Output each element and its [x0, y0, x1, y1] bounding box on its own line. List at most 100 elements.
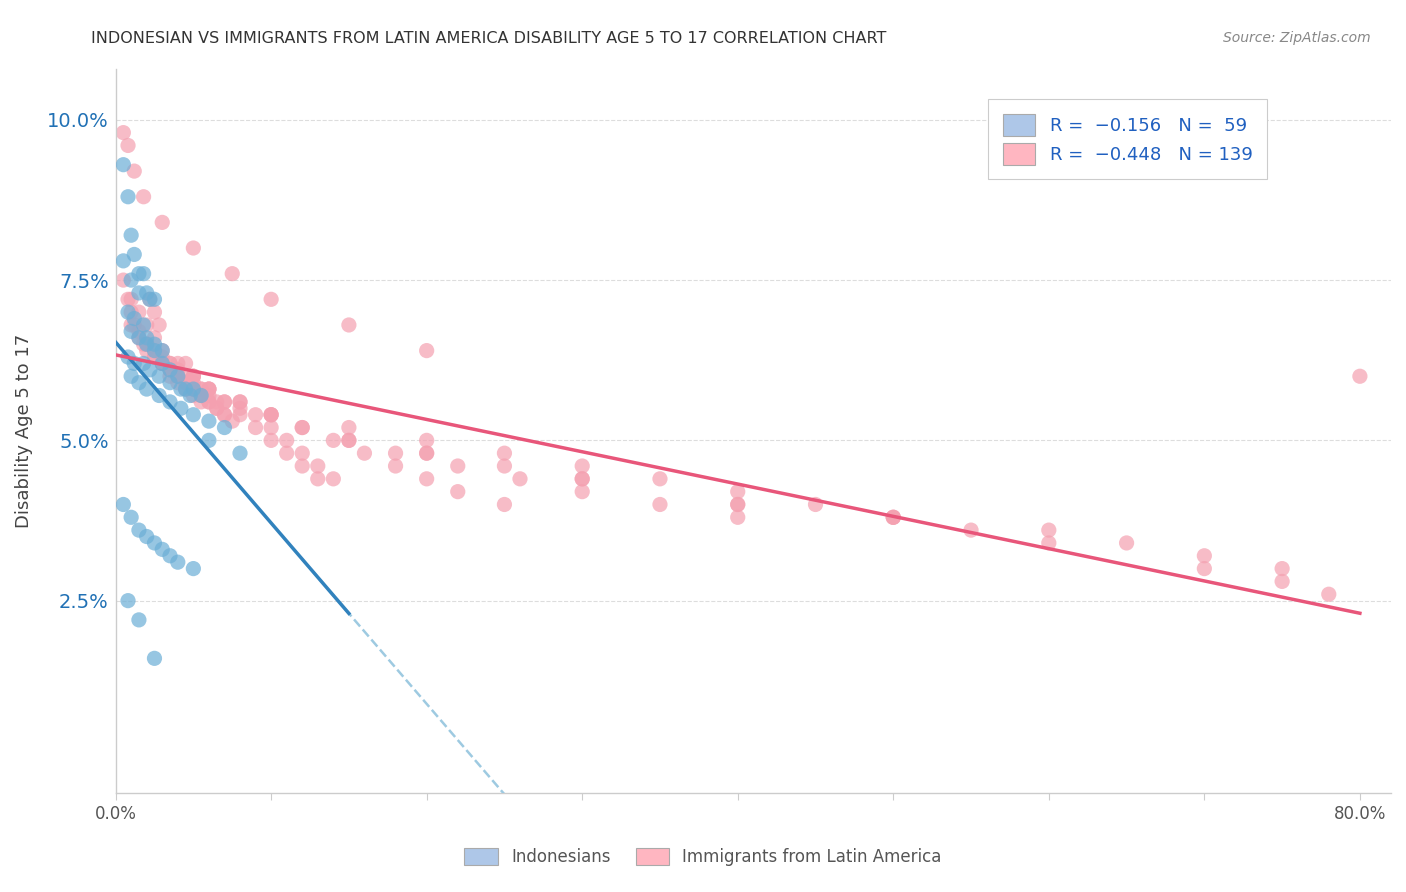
Point [190, 388, 212, 402]
Point [322, 472, 344, 486]
Y-axis label: Disability Age 5 to 17: Disability Age 5 to 17 [15, 334, 32, 528]
Point [245, 408, 267, 422]
Point [143, 350, 166, 364]
Point [190, 382, 212, 396]
Point [112, 158, 135, 172]
Point [120, 510, 142, 524]
Point [135, 337, 157, 351]
Point [291, 420, 314, 434]
Point [139, 363, 162, 377]
Point [150, 356, 173, 370]
Point [135, 382, 157, 396]
Point [229, 446, 252, 460]
Point [1038, 536, 1060, 550]
Point [159, 356, 181, 370]
Text: Source: ZipAtlas.com: Source: ZipAtlas.com [1223, 31, 1371, 45]
Point [337, 434, 360, 448]
Point [159, 369, 181, 384]
Point [183, 382, 205, 396]
Point [150, 356, 173, 370]
Point [143, 651, 166, 665]
Point [150, 350, 173, 364]
Point [571, 472, 593, 486]
Point [198, 395, 221, 409]
Point [132, 190, 155, 204]
Point [1271, 574, 1294, 589]
Point [494, 446, 516, 460]
Point [198, 395, 221, 409]
Point [166, 555, 188, 569]
Point [122, 247, 145, 261]
Point [128, 267, 150, 281]
Point [198, 382, 221, 396]
Point [143, 343, 166, 358]
Point [260, 408, 283, 422]
Point [166, 369, 188, 384]
Point [1194, 549, 1216, 563]
Point [384, 446, 406, 460]
Legend: R =  −0.156   N =  59, R =  −0.448   N = 139: R = −0.156 N = 59, R = −0.448 N = 139 [988, 99, 1267, 179]
Point [135, 337, 157, 351]
Point [120, 305, 142, 319]
Point [143, 343, 166, 358]
Point [159, 363, 181, 377]
Point [882, 510, 904, 524]
Point [214, 408, 236, 422]
Point [882, 510, 904, 524]
Point [135, 318, 157, 332]
Point [122, 356, 145, 370]
Point [183, 408, 205, 422]
Point [183, 369, 205, 384]
Point [183, 561, 205, 575]
Point [159, 363, 181, 377]
Point [183, 382, 205, 396]
Point [190, 388, 212, 402]
Point [139, 293, 162, 307]
Point [148, 318, 170, 332]
Point [112, 498, 135, 512]
Point [183, 382, 205, 396]
Point [727, 498, 749, 512]
Point [135, 343, 157, 358]
Point [214, 420, 236, 434]
Point [143, 536, 166, 550]
Point [128, 331, 150, 345]
Point [148, 388, 170, 402]
Point [509, 472, 531, 486]
Point [571, 484, 593, 499]
Point [150, 356, 173, 370]
Point [198, 414, 221, 428]
Point [415, 472, 437, 486]
Point [132, 356, 155, 370]
Point [132, 337, 155, 351]
Point [415, 434, 437, 448]
Point [276, 434, 298, 448]
Point [120, 293, 142, 307]
Point [221, 267, 243, 281]
Point [166, 369, 188, 384]
Point [166, 376, 188, 390]
Point [112, 253, 135, 268]
Point [648, 498, 671, 512]
Point [128, 613, 150, 627]
Point [494, 498, 516, 512]
Point [122, 318, 145, 332]
Point [804, 498, 827, 512]
Point [727, 510, 749, 524]
Point [143, 305, 166, 319]
Point [727, 498, 749, 512]
Point [117, 293, 139, 307]
Point [170, 382, 193, 396]
Point [128, 285, 150, 300]
Point [150, 343, 173, 358]
Point [260, 434, 283, 448]
Point [150, 215, 173, 229]
Point [205, 401, 228, 416]
Point [229, 395, 252, 409]
Point [229, 395, 252, 409]
Point [166, 356, 188, 370]
Point [117, 350, 139, 364]
Point [205, 401, 228, 416]
Point [117, 138, 139, 153]
Point [159, 395, 181, 409]
